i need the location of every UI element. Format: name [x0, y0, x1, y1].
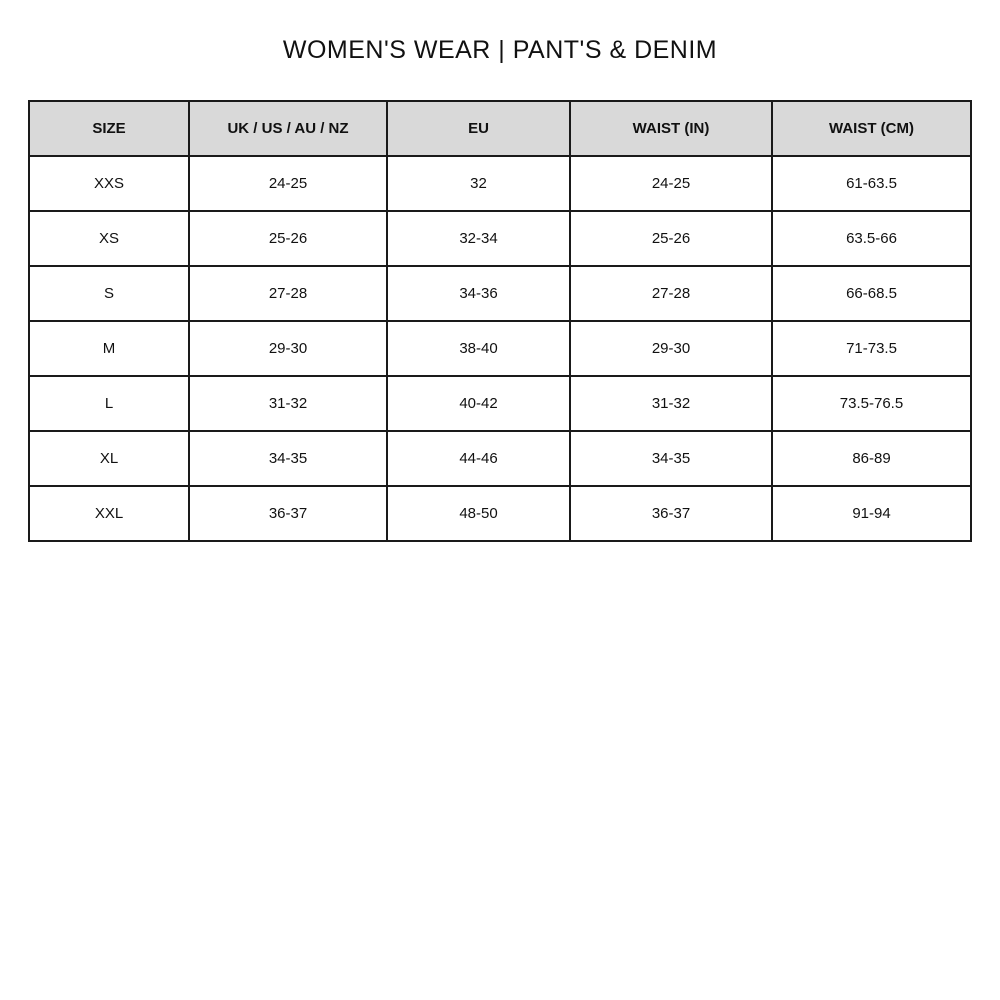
- size-chart-table: SIZE UK / US / AU / NZ EU WAIST (IN) WAI…: [28, 100, 972, 542]
- table-row: M 29-30 38-40 29-30 71-73.5: [28, 320, 972, 377]
- cell-uk-us-au-nz: 36-37: [188, 485, 388, 542]
- cell-waist-cm: 61-63.5: [771, 155, 972, 212]
- cell-waist-cm: 91-94: [771, 485, 972, 542]
- cell-waist-cm: 73.5-76.5: [771, 375, 972, 432]
- cell-eu: 32-34: [386, 210, 571, 267]
- cell-eu: 34-36: [386, 265, 571, 322]
- cell-eu: 40-42: [386, 375, 571, 432]
- header-uk-us-au-nz: UK / US / AU / NZ: [188, 100, 388, 157]
- cell-eu: 48-50: [386, 485, 571, 542]
- cell-size: XXL: [28, 485, 190, 542]
- table-row: XS 25-26 32-34 25-26 63.5-66: [28, 210, 972, 267]
- table-row: S 27-28 34-36 27-28 66-68.5: [28, 265, 972, 322]
- page-title: WOMEN'S WEAR | PANT'S & DENIM: [282, 36, 718, 64]
- cell-waist-in: 27-28: [569, 265, 773, 322]
- cell-uk-us-au-nz: 24-25: [188, 155, 388, 212]
- cell-eu: 32: [386, 155, 571, 212]
- cell-waist-in: 34-35: [569, 430, 773, 487]
- cell-uk-us-au-nz: 31-32: [188, 375, 388, 432]
- table-row: XXL 36-37 48-50 36-37 91-94: [28, 485, 972, 542]
- cell-size: M: [28, 320, 190, 377]
- header-size: SIZE: [28, 100, 190, 157]
- cell-waist-cm: 63.5-66: [771, 210, 972, 267]
- cell-eu: 44-46: [386, 430, 571, 487]
- cell-uk-us-au-nz: 25-26: [188, 210, 388, 267]
- cell-uk-us-au-nz: 27-28: [188, 265, 388, 322]
- table-row: L 31-32 40-42 31-32 73.5-76.5: [28, 375, 972, 432]
- header-waist-in: WAIST (IN): [569, 100, 773, 157]
- cell-waist-in: 29-30: [569, 320, 773, 377]
- cell-size: XXS: [28, 155, 190, 212]
- cell-waist-cm: 71-73.5: [771, 320, 972, 377]
- table-row: XXS 24-25 32 24-25 61-63.5: [28, 155, 972, 212]
- cell-waist-in: 31-32: [569, 375, 773, 432]
- header-waist-cm: WAIST (CM): [771, 100, 972, 157]
- cell-size: XS: [28, 210, 190, 267]
- cell-waist-cm: 66-68.5: [771, 265, 972, 322]
- cell-uk-us-au-nz: 34-35: [188, 430, 388, 487]
- cell-size: XL: [28, 430, 190, 487]
- cell-size: S: [28, 265, 190, 322]
- cell-size: L: [28, 375, 190, 432]
- cell-eu: 38-40: [386, 320, 571, 377]
- cell-waist-in: 25-26: [569, 210, 773, 267]
- cell-waist-in: 36-37: [569, 485, 773, 542]
- cell-waist-cm: 86-89: [771, 430, 972, 487]
- table-row: XL 34-35 44-46 34-35 86-89: [28, 430, 972, 487]
- header-eu: EU: [386, 100, 571, 157]
- header-row: SIZE UK / US / AU / NZ EU WAIST (IN) WAI…: [28, 100, 972, 157]
- cell-waist-in: 24-25: [569, 155, 773, 212]
- cell-uk-us-au-nz: 29-30: [188, 320, 388, 377]
